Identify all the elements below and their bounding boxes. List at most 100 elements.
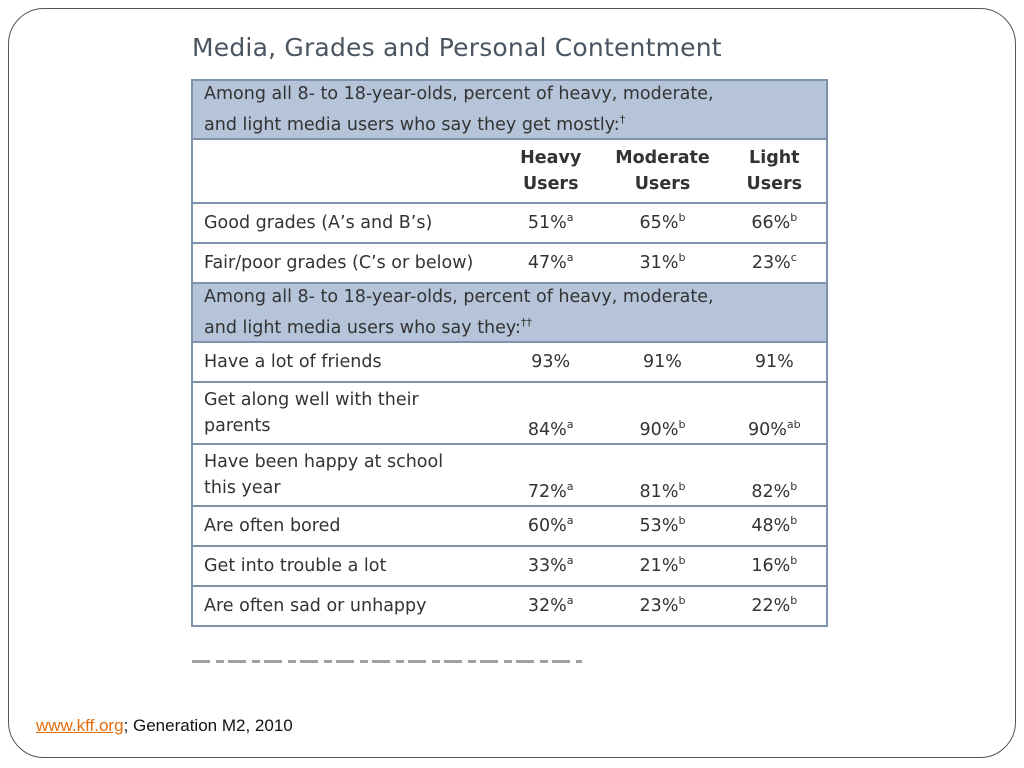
table-row: Get along well with their parents 84%a 90… xyxy=(192,381,827,445)
value: 23% xyxy=(639,595,679,616)
source-text: ; Generation M2, 2010 xyxy=(123,716,293,735)
section-heading: Among all 8- to 18-year-olds, percent of… xyxy=(192,282,827,343)
row-label: Are often bored xyxy=(192,505,489,547)
value: 53% xyxy=(639,515,679,536)
value: 60% xyxy=(527,515,567,536)
header-line: Users xyxy=(522,173,579,194)
row-label-line: Have been happy at school xyxy=(204,451,444,472)
table-row: Have a lot of friends 93% 91% 91% xyxy=(192,341,827,383)
value: 21% xyxy=(639,555,679,576)
value-cell: 31%b xyxy=(602,242,712,284)
sig-mark: b xyxy=(790,211,798,224)
value: 48% xyxy=(751,515,791,536)
sig-mark: b xyxy=(678,479,686,493)
sig-mark: b xyxy=(678,251,686,264)
value: 51% xyxy=(527,212,567,233)
sig-mark: b xyxy=(790,479,798,493)
sig-mark: b xyxy=(678,593,686,607)
value-cell: 90%ab xyxy=(711,381,827,445)
row-label-line: this year xyxy=(204,477,281,498)
sig-mark: a xyxy=(566,553,574,567)
table-row: Fair/poor grades (C’s or below) 47%a 31%… xyxy=(192,242,827,284)
table-row: Are often sad or unhappy 32%a 23%b 22%b xyxy=(192,585,827,627)
sig-mark: b xyxy=(678,553,686,567)
footnote-mark: †† xyxy=(520,315,532,329)
section-heading-row: Among all 8- to 18-year-olds, percent of… xyxy=(192,80,827,140)
header-line: Users xyxy=(746,173,803,194)
value: 91% xyxy=(754,351,794,372)
section-heading: Among all 8- to 18-year-olds, percent of… xyxy=(192,80,827,140)
row-label: Fair/poor grades (C’s or below) xyxy=(192,242,489,284)
kff-link[interactable]: www.kff.org xyxy=(36,716,124,735)
value: 32% xyxy=(527,595,567,616)
value-cell: 91% xyxy=(602,341,712,383)
table-row: Good grades (A’s and B’s) 51%a 65%b 66%b xyxy=(192,202,827,244)
sig-mark: a xyxy=(566,513,574,527)
value-cell: 66%b xyxy=(711,202,827,244)
value-cell: 91% xyxy=(711,341,827,383)
value: 33% xyxy=(527,555,567,576)
sig-mark: b xyxy=(678,417,686,431)
footnote-mark: † xyxy=(619,113,626,126)
value-cell: 72%a xyxy=(488,443,603,507)
column-header-heavy: Heavy Users xyxy=(488,138,603,204)
sig-mark: c xyxy=(790,251,797,264)
data-table: Among all 8- to 18-year-olds, percent of… xyxy=(191,79,828,627)
value: 47% xyxy=(527,252,567,273)
header-line: Moderate xyxy=(615,147,710,168)
column-header-moderate: Moderate Users xyxy=(602,138,712,204)
value-cell: 90%b xyxy=(602,381,712,445)
section-heading-row: Among all 8- to 18-year-olds, percent of… xyxy=(192,282,827,343)
value-cell: 21%b xyxy=(602,545,712,587)
value-cell: 32%a xyxy=(488,585,603,627)
value: 91% xyxy=(643,351,682,372)
row-label: Good grades (A’s and B’s) xyxy=(192,202,489,244)
row-label: Get along well with their parents xyxy=(192,381,489,445)
sig-mark: b xyxy=(678,513,686,527)
table-row: Get into trouble a lot 33%a 21%b 16%b xyxy=(192,545,827,587)
section-heading-line: Among all 8- to 18-year-olds, percent of… xyxy=(204,84,714,104)
column-header-row: Heavy Users Moderate Users Light Users xyxy=(192,138,827,204)
header-line: Light xyxy=(749,147,800,168)
row-label: Are often sad or unhappy xyxy=(192,585,489,627)
cropped-note-strip xyxy=(192,660,582,663)
value-cell: 47%a xyxy=(488,242,603,284)
value: 65% xyxy=(639,212,679,233)
value: 22% xyxy=(751,595,791,616)
source-citation: www.kff.org; Generation M2, 2010 xyxy=(36,716,293,736)
value: 66% xyxy=(751,212,791,233)
table-row: Have been happy at school this year 72%a … xyxy=(192,443,827,507)
column-header-light: Light Users xyxy=(711,138,827,204)
chart-title: Media, Grades and Personal Contentment xyxy=(192,33,722,62)
section-heading-line: Among all 8- to 18-year-olds, percent of… xyxy=(204,286,714,307)
value: 84% xyxy=(527,419,567,440)
value: 16% xyxy=(751,555,791,576)
value-cell: 93% xyxy=(488,341,603,383)
value-cell: 65%b xyxy=(602,202,712,244)
value: 90% xyxy=(747,419,787,440)
value-cell: 16%b xyxy=(711,545,827,587)
value-cell: 22%b xyxy=(711,585,827,627)
sig-mark: a xyxy=(566,211,574,224)
row-label-line: Get along well with their xyxy=(204,389,419,410)
value: 93% xyxy=(531,351,571,372)
value-cell: 60%a xyxy=(488,505,603,547)
sig-mark: b xyxy=(678,211,686,224)
row-label-line: parents xyxy=(204,415,271,436)
row-label: Get into trouble a lot xyxy=(192,545,489,587)
value-cell: 23%c xyxy=(711,242,827,284)
value-cell: 51%a xyxy=(488,202,603,244)
value-cell: 84%a xyxy=(488,381,603,445)
sig-mark: b xyxy=(790,513,798,527)
sig-mark: a xyxy=(566,593,574,607)
sig-mark: b xyxy=(790,593,798,607)
sig-mark: a xyxy=(566,479,574,493)
section-heading-line: and light media users who say they: xyxy=(204,317,521,338)
value-cell: 33%a xyxy=(488,545,603,587)
sig-mark: a xyxy=(566,251,574,264)
section-heading-line: and light media users who say they get m… xyxy=(204,114,620,135)
value: 23% xyxy=(751,252,791,273)
value: 72% xyxy=(527,481,567,502)
row-label: Have a lot of friends xyxy=(192,341,489,383)
header-line: Heavy xyxy=(520,147,582,168)
